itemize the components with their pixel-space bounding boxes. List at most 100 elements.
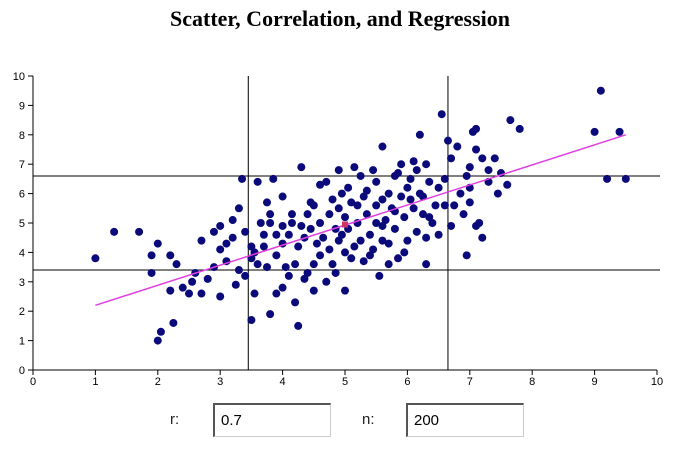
data-point [325,210,334,219]
data-point [384,239,393,248]
data-point [425,177,434,186]
data-point [422,233,431,242]
data-point [400,248,409,257]
data-point [462,171,471,180]
data-point [462,251,471,260]
data-point [350,163,359,172]
data-point [300,274,309,283]
data-point [263,263,271,272]
data-point [447,154,456,163]
data-point [297,221,306,230]
data-point [359,192,368,201]
data-point [178,283,187,292]
data-point [419,210,427,219]
data-point [156,327,165,336]
data-point [135,227,144,236]
data-point [378,142,387,151]
x-tick-label: 4 [280,376,286,388]
data-point [596,86,605,95]
y-tick-label: 4 [19,247,25,259]
data-point [334,236,343,245]
data-point [166,286,175,295]
data-point [322,177,331,186]
y-tick-label: 9 [19,100,25,112]
data-point [216,221,225,230]
data-point [247,316,256,325]
data-point [406,195,415,204]
data-point [278,283,287,292]
data-point [493,189,502,198]
n-input[interactable] [406,403,524,437]
y-tick-label: 1 [19,336,25,348]
data-point [375,271,384,280]
data-point [372,219,381,227]
data-point [306,224,315,233]
data-point [472,221,481,230]
y-tick-label: 5 [19,218,25,230]
x-tick-label: 5 [342,376,348,388]
data-point [228,216,237,225]
data-point [337,230,346,239]
regression-layer [95,134,627,307]
data-point [337,189,346,198]
data-point [259,230,268,239]
data-point [353,201,362,210]
data-point [356,171,365,180]
x-tick-label: 8 [529,376,535,388]
data-point [328,260,337,269]
scatter-plot: 0 1 2 3 4 5 6 7 8 9 10 0 1 2 3 4 5 6 7 8 9 10 [13,71,663,388]
y-tick-label: 7 [19,159,25,171]
x-tick-label: 9 [592,376,598,388]
data-point [381,216,390,225]
data-point [291,260,300,269]
x-tick-label: 3 [217,376,223,388]
data-point [284,230,293,239]
r-input[interactable] [213,403,331,437]
data-point [412,166,421,175]
axes: 0 1 2 3 4 5 6 7 8 9 10 0 1 2 3 4 5 6 7 8 9 10 [13,71,663,388]
data-point [253,177,262,186]
data-point [110,227,119,236]
data-point [294,321,303,330]
data-point [372,177,381,186]
data-point [344,183,353,192]
data-point [341,248,349,257]
data-point [222,239,231,248]
data-point [325,245,334,254]
data-point [278,192,287,201]
data-point [281,263,290,272]
data-point [303,210,312,219]
data-point [231,280,240,289]
data-point [369,245,378,254]
data-point [309,260,318,269]
x-tick-label: 6 [404,376,410,388]
data-point [197,236,206,245]
data-point [228,233,237,242]
data-point [347,254,356,263]
data-point [440,201,449,210]
data-point [378,236,387,245]
x-tick-label: 2 [155,376,161,388]
data-point [294,242,303,251]
data-point [425,213,434,222]
data-point [263,198,271,207]
data-point [291,298,300,307]
data-point [450,201,459,210]
data-point [272,251,281,260]
data-point [209,227,218,236]
data-point [503,180,512,189]
data-point [394,254,403,263]
chart-title: Scatter, Correlation, and Regression [170,6,510,31]
data-point [322,277,331,286]
regression-line [95,134,627,307]
data-point [309,286,318,295]
data-point [234,204,243,213]
data-point [253,260,262,269]
data-point [316,251,325,260]
y-tick-label: 2 [19,306,25,318]
data-point [365,251,374,260]
data-point [390,224,399,233]
data-point [216,292,225,301]
data-point [443,136,452,145]
data-point [306,198,315,207]
